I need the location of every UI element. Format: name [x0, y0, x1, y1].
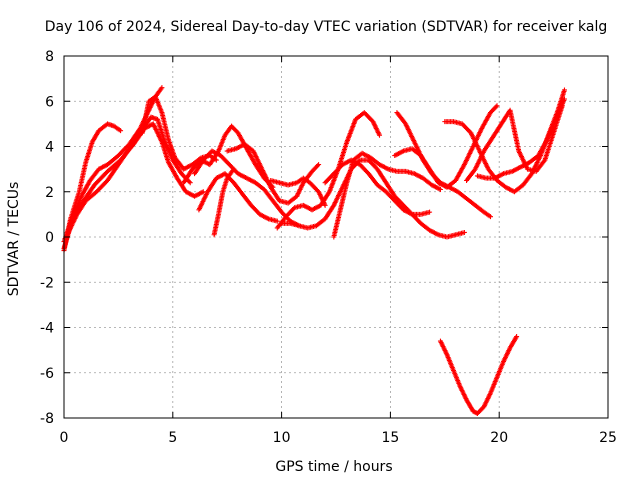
data-point — [118, 128, 124, 134]
x-axis-label: GPS time / hours — [275, 459, 392, 475]
series-arc-17 — [392, 103, 500, 190]
data-point — [461, 229, 467, 235]
data-point — [316, 162, 322, 168]
data-point — [494, 103, 500, 109]
series-arc-4 — [65, 114, 193, 235]
data-point — [561, 96, 567, 102]
x-tick-label: 5 — [168, 430, 177, 446]
y-tick-label: 4 — [45, 140, 54, 156]
axis-ticks: 0 5 10 15 20 25 -8 -6 -4 -2 0 2 4 6 8 — [40, 49, 617, 446]
series-arc-20 — [474, 96, 567, 181]
data-point — [200, 189, 206, 195]
series-arc-8 — [196, 171, 280, 224]
y-tick-label: -8 — [40, 411, 54, 427]
series-arc-9 — [211, 166, 237, 238]
data-point — [437, 186, 443, 192]
data-point — [187, 180, 193, 186]
data-point — [427, 209, 433, 215]
x-tick-label: 25 — [599, 430, 617, 446]
series-arc-15 — [331, 150, 443, 240]
y-tick-label: -4 — [40, 321, 54, 337]
x-tick-label: 15 — [381, 430, 399, 446]
y-tick-label: -6 — [40, 366, 54, 382]
x-tick-label: 10 — [273, 430, 291, 446]
series-arc-11 — [268, 175, 328, 208]
data-point — [274, 218, 280, 224]
chart-title: Day 106 of 2024, Sidereal Day-to-day VTE… — [45, 19, 607, 35]
data-points — [61, 85, 567, 416]
series-arc-21 — [437, 334, 520, 416]
y-tick-label: 0 — [45, 230, 54, 246]
data-point — [487, 214, 493, 220]
y-tick-label: 2 — [45, 185, 54, 201]
data-point — [514, 334, 520, 340]
data-point — [159, 85, 165, 91]
data-point — [561, 87, 567, 93]
y-axis-label: SDTVAR / TECUs — [6, 182, 22, 297]
series-arc-10 — [224, 141, 322, 206]
data-point — [231, 166, 237, 172]
y-tick-label: -2 — [40, 275, 54, 291]
data-point — [377, 132, 383, 138]
x-tick-label: 0 — [60, 430, 69, 446]
y-tick-label: 8 — [45, 49, 54, 65]
data-point — [322, 202, 328, 208]
x-tick-label: 20 — [490, 430, 508, 446]
y-tick-label: 6 — [45, 94, 54, 110]
